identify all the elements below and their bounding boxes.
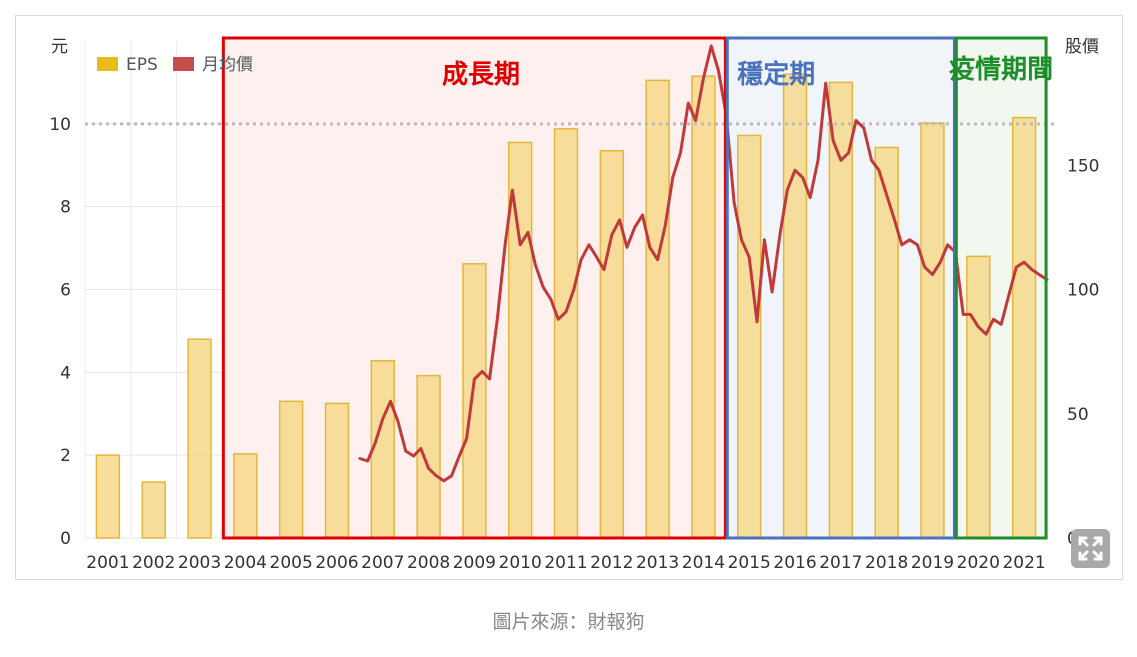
legend-swatch [97,57,118,71]
x-tick-label: 2010 [499,553,542,573]
eps-bar [324,402,350,539]
x-tick-label: 2020 [957,553,1000,573]
eps-bar [645,79,670,539]
x-tick-label: 2021 [1002,553,1045,573]
eps-bar [141,481,166,539]
x-tick-label: 2006 [315,553,358,573]
x-tick-label: 2004 [224,553,267,573]
eps-bar [966,255,991,539]
y-left-tick-label: 10 [49,115,71,135]
eps-bar [737,134,762,539]
eps-bar [874,146,899,539]
eps-bar [233,453,258,539]
legend-label: 月均價 [202,55,253,75]
eps-bar [370,359,395,539]
legend: EPS 月均價 [97,55,253,75]
eps-bar [278,400,304,539]
x-tick-label: 2003 [178,553,221,573]
eps-bar [920,122,945,539]
x-tick-label: 2005 [270,553,313,573]
period-label-stable: 穩定期 [737,59,815,90]
eps-bar [187,338,212,539]
expand-icon [1078,536,1103,561]
x-tick-label: 2008 [407,553,450,573]
x-tick-label: 2011 [544,553,587,573]
y-right-tick-label: 100 [1067,281,1099,301]
eps-bar [782,73,808,539]
eps-bar [462,263,487,539]
y-left-tick-label: 8 [60,198,71,218]
price-line [358,44,1049,483]
eps-bar [691,75,716,539]
y-left-tick-label: 6 [60,281,71,301]
period-box [725,36,956,540]
axis-labels: 0246810050100150元股價200120022003200420052… [49,37,1099,573]
legend-label: EPS [126,55,158,75]
eps-bar [553,128,579,539]
y-right-tick-label: 150 [1067,156,1099,176]
y-left-axis-title: 元 [51,37,68,57]
legend-swatch [173,57,194,71]
eps-bar [95,454,121,539]
y-right-tick-label: 50 [1067,405,1089,425]
eps-bar [1011,116,1037,539]
y-left-tick-label: 4 [60,363,71,383]
x-tick-label: 2016 [773,553,816,573]
y-right-axis-title: 股價 [1065,37,1099,57]
x-tick-label: 2015 [728,553,771,573]
period-box [954,36,1048,540]
x-tick-label: 2009 [453,553,496,573]
price-line-path [358,44,1049,483]
period-boxes: 成長期 穩定期 疫情期間 [221,36,1053,540]
period-label-growth: 成長期 [442,60,520,90]
image-source-caption: 圖片來源：財報狗 [492,611,645,633]
eps-bar [599,150,625,539]
x-tick-label: 2017 [819,553,862,573]
x-tick-label: 2012 [590,553,633,573]
eps-bars [95,73,1037,539]
x-tick-label: 2019 [911,553,954,573]
y-left-tick-label: 0 [60,529,71,549]
expand-fullscreen-button[interactable] [1071,529,1110,568]
eps-bar [416,374,441,539]
y-left-tick-label: 2 [60,446,71,466]
x-tick-label: 2007 [361,553,404,573]
x-tick-label: 2002 [132,553,175,573]
x-tick-label: 2014 [682,553,725,573]
x-tick-label: 2001 [86,553,129,573]
x-tick-label: 2018 [865,553,908,573]
x-tick-label: 2013 [636,553,679,573]
period-label-pandemic: 疫情期間 [949,54,1053,85]
period-box [221,36,727,540]
